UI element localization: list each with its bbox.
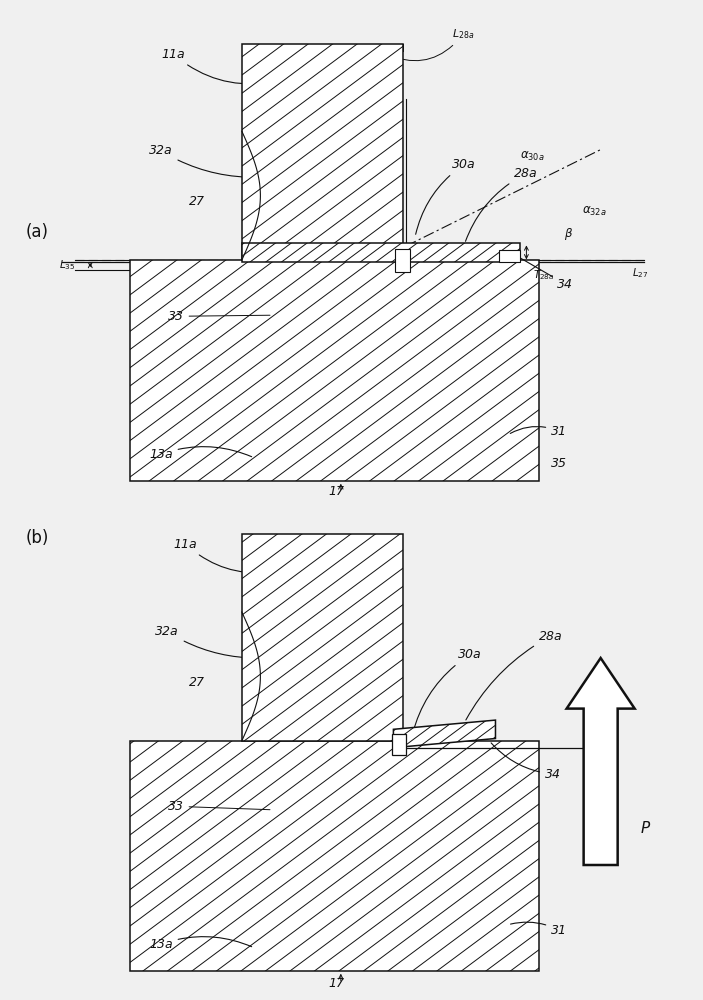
Polygon shape <box>395 248 410 271</box>
Text: 27: 27 <box>189 676 205 689</box>
Text: 31: 31 <box>510 922 567 937</box>
Text: $\alpha_{32a}$: $\alpha_{32a}$ <box>582 205 607 218</box>
Text: $L_{35}$: $L_{35}$ <box>59 258 76 271</box>
Polygon shape <box>498 250 520 262</box>
Text: (a): (a) <box>25 223 49 241</box>
Polygon shape <box>242 44 403 260</box>
Text: 30a: 30a <box>415 158 476 234</box>
Text: 13a: 13a <box>149 447 252 461</box>
Text: 31: 31 <box>510 425 567 438</box>
Polygon shape <box>394 720 496 748</box>
Polygon shape <box>242 243 520 262</box>
Text: $\beta$: $\beta$ <box>564 226 573 242</box>
Text: 27: 27 <box>189 195 205 208</box>
Polygon shape <box>131 741 538 971</box>
Text: 17: 17 <box>328 977 344 990</box>
Polygon shape <box>131 260 538 481</box>
Text: (b): (b) <box>25 529 49 547</box>
Text: 13a: 13a <box>149 937 252 951</box>
Text: 11a: 11a <box>162 48 276 84</box>
Text: 35: 35 <box>551 457 567 470</box>
Text: 17: 17 <box>328 485 344 498</box>
Text: $\alpha_{30a}$: $\alpha_{30a}$ <box>520 150 545 163</box>
Polygon shape <box>242 534 403 741</box>
Text: 32a: 32a <box>149 144 257 177</box>
Text: 30a: 30a <box>413 648 482 734</box>
Text: 11a: 11a <box>174 538 276 573</box>
Text: $L_{27}$: $L_{27}$ <box>631 266 648 280</box>
Text: P: P <box>641 821 650 836</box>
Polygon shape <box>392 734 406 755</box>
Text: 28a: 28a <box>466 630 562 720</box>
Text: 33: 33 <box>167 310 270 323</box>
Text: $L_{28a}$: $L_{28a}$ <box>387 27 475 61</box>
Text: 32a: 32a <box>155 625 257 658</box>
Text: 34: 34 <box>510 252 574 291</box>
Text: 28a: 28a <box>465 167 538 241</box>
Polygon shape <box>567 658 635 865</box>
Text: $T_{28a}$: $T_{28a}$ <box>533 268 554 282</box>
Text: 33: 33 <box>167 800 270 813</box>
Text: 34: 34 <box>491 743 561 781</box>
